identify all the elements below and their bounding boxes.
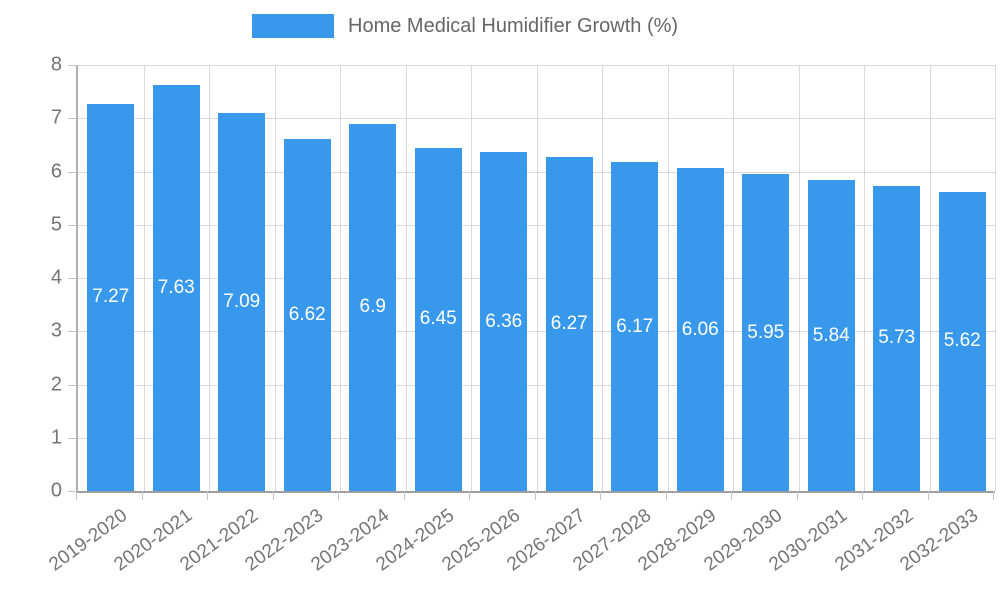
x-gridline	[995, 65, 996, 491]
bar	[218, 113, 266, 491]
x-tick-mark	[862, 491, 863, 500]
bar-value-label: 6.9	[359, 296, 386, 318]
bar-value-label: 6.27	[550, 313, 588, 335]
bar-value-label: 6.45	[419, 308, 457, 330]
x-gridline	[274, 65, 276, 491]
bar-value-label: 6.36	[485, 310, 523, 332]
bar-value-label: 6.17	[616, 315, 654, 337]
x-tick-mark	[927, 491, 929, 500]
x-tick-mark	[403, 491, 405, 500]
bar	[283, 138, 331, 491]
x-tick-mark	[469, 491, 470, 500]
y-tick-mark	[68, 224, 77, 226]
x-gridline	[471, 65, 472, 491]
y-tick-label: 8	[50, 53, 62, 76]
bar	[873, 185, 921, 491]
y-tick-label: 7	[50, 106, 62, 129]
x-gridline	[536, 65, 538, 491]
bar	[152, 84, 200, 491]
x-tick-mark	[796, 491, 798, 500]
bar	[414, 147, 462, 491]
x-tick-mark	[76, 491, 77, 500]
bar-value-label: 5.84	[812, 324, 850, 346]
y-tick-label: 0	[50, 479, 62, 502]
y-tick-label: 3	[50, 319, 62, 342]
x-tick-mark	[207, 491, 208, 500]
y-tick-label: 4	[50, 266, 62, 289]
bar-value-label: 6.06	[681, 318, 719, 340]
x-gridline	[733, 65, 734, 491]
y-tick-mark	[68, 437, 77, 439]
x-tick-mark	[600, 491, 601, 500]
x-gridline	[667, 65, 669, 491]
y-tick-mark	[68, 384, 77, 386]
x-gridline	[405, 65, 407, 491]
y-tick-label: 1	[50, 426, 62, 449]
bar-value-label: 7.63	[157, 276, 195, 298]
x-gridline	[602, 65, 603, 491]
bar	[480, 152, 528, 491]
y-tick-label: 2	[50, 373, 62, 395]
x-gridline	[798, 65, 800, 491]
x-gridline	[209, 65, 210, 491]
y-tick-label: 5	[50, 213, 62, 236]
legend-swatch	[252, 14, 334, 38]
bar	[676, 168, 724, 491]
y-tick-mark	[68, 171, 77, 173]
y-tick-mark	[68, 65, 77, 66]
bar-value-label: 5.95	[747, 321, 785, 343]
x-tick-mark	[993, 491, 994, 500]
y-tick-label: 6	[50, 160, 62, 182]
y-tick-mark	[68, 491, 77, 492]
x-tick-mark	[534, 491, 536, 500]
y-tick-mark	[68, 278, 77, 279]
bar-value-label: 5.73	[878, 327, 916, 349]
y-tick-mark	[68, 331, 77, 333]
x-tick-mark	[272, 491, 274, 500]
x-tick-mark	[665, 491, 667, 500]
x-tick-mark	[141, 491, 143, 500]
bar-value-label: 7.27	[92, 286, 130, 308]
x-tick-mark	[731, 491, 732, 500]
y-tick-mark	[68, 118, 77, 120]
bar-value-label: 5.62	[943, 330, 981, 352]
bar	[742, 174, 790, 491]
bar	[87, 103, 135, 491]
bar	[349, 123, 397, 491]
bar	[545, 157, 593, 491]
bar	[611, 162, 659, 491]
x-gridline	[929, 65, 931, 491]
bar	[938, 191, 986, 491]
bar-value-label: 7.09	[223, 291, 261, 313]
legend-label: Home Medical Humidifier Growth (%)	[348, 14, 679, 37]
x-gridline	[340, 65, 341, 491]
x-tick-mark	[338, 491, 339, 500]
chart-legend[interactable]: Home Medical Humidifier Growth (%)	[252, 14, 678, 38]
x-gridline	[143, 65, 145, 491]
bar-value-label: 6.62	[288, 303, 326, 325]
bar	[807, 180, 855, 491]
plot-area: 7.27 7.63 7.09 6.62 6.9 6.45 6.36 6.27 6.17 6.06 5…	[76, 65, 996, 493]
x-gridline	[864, 65, 865, 491]
